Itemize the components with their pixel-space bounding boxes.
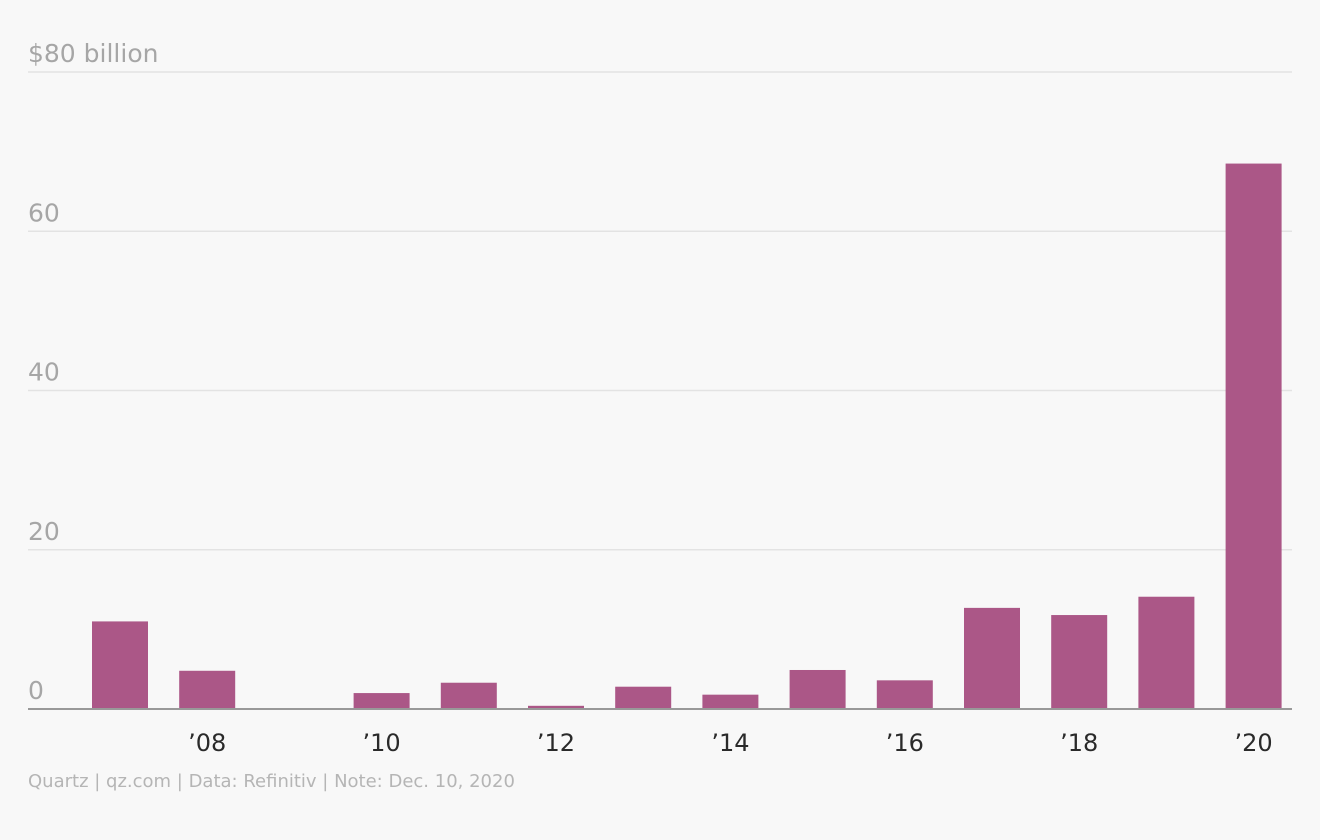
bar-2019: [1138, 596, 1195, 709]
x-tick-label: ’08: [188, 729, 226, 757]
bar-2010: [353, 693, 410, 709]
y-tick-label: 0: [28, 676, 44, 705]
bar-2008: [179, 670, 236, 709]
x-tick-label: ’18: [1060, 729, 1098, 757]
bar-2018: [1051, 615, 1108, 709]
bar-2016: [876, 680, 933, 709]
bar-2020: [1225, 163, 1282, 710]
bar-2007: [92, 621, 148, 709]
bar-2017: [964, 607, 1020, 709]
y-tick-label: 40: [28, 358, 60, 387]
x-axis-ticks: ’08 ’10 ’12 ’14 ’16 ’18 ’20: [188, 729, 1273, 757]
x-tick-label: ’16: [886, 729, 924, 757]
gridlines: [28, 71, 1292, 551]
y-axis-ticks: $80 billion 60 40 20 0: [28, 39, 158, 705]
bar-2015: [789, 669, 846, 709]
bar-2013: [615, 686, 672, 709]
x-tick-label: ’12: [537, 729, 575, 757]
bars: [92, 163, 1282, 710]
y-tick-label: 20: [28, 517, 60, 546]
y-tick-label: 60: [28, 198, 60, 227]
x-tick-label: ’14: [711, 729, 749, 757]
x-tick-label: ’20: [1235, 729, 1273, 757]
bar-2014: [702, 694, 759, 709]
bar-2012: [528, 705, 584, 709]
source-note: Quartz | qz.com | Data: Refinitiv | Note…: [28, 771, 515, 792]
bar-2011: [440, 682, 497, 709]
y-tick-label: $80 billion: [28, 39, 158, 68]
x-tick-label: ’10: [363, 729, 401, 757]
